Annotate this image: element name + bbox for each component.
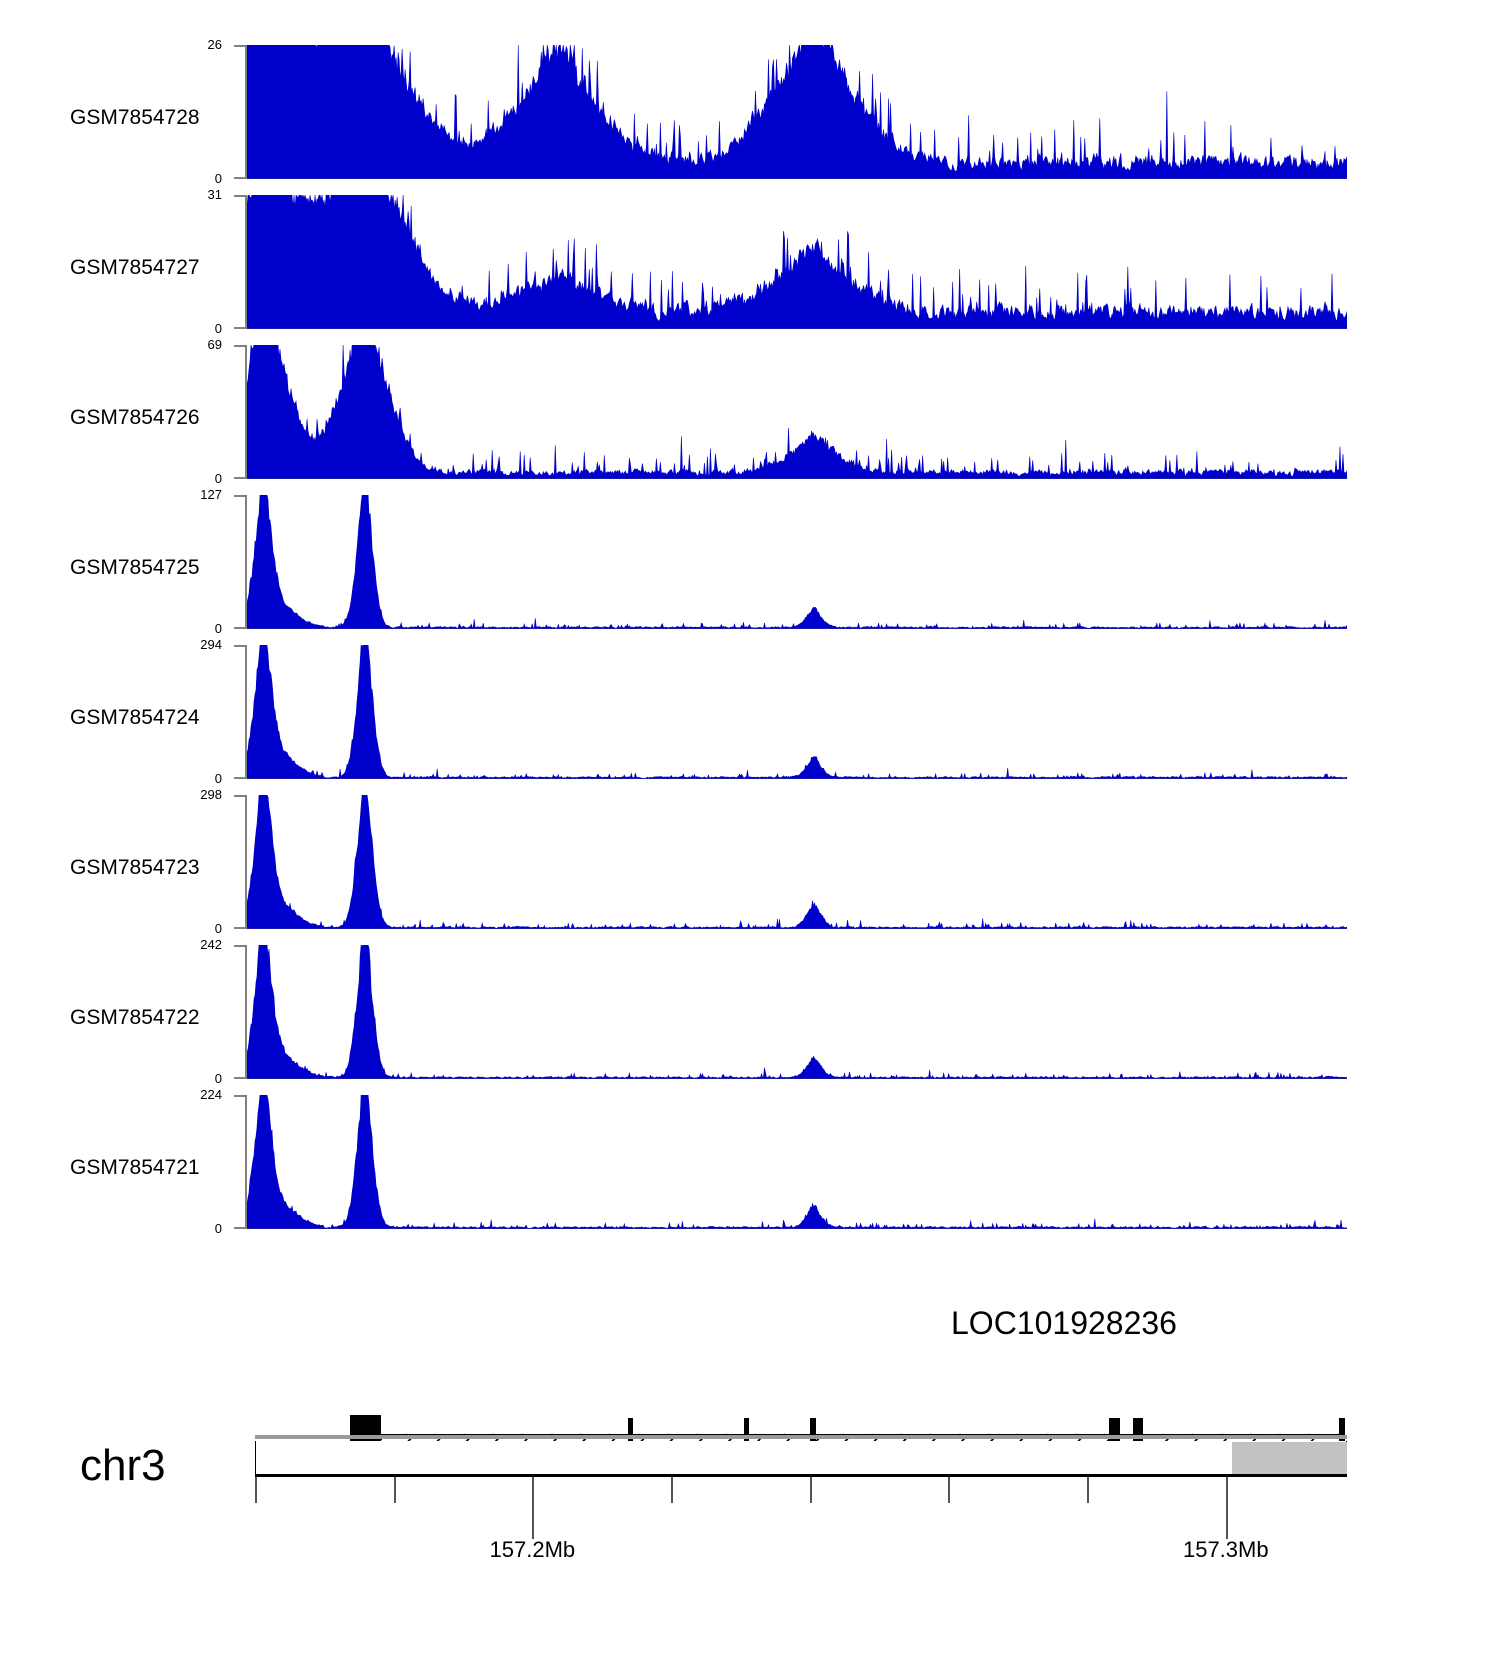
ruler-tick <box>809 1477 812 1503</box>
axis-min-label: 0 <box>214 171 222 186</box>
ideogram-top-line <box>255 1435 1347 1439</box>
y-axis-line <box>245 795 247 929</box>
ruler-tick <box>255 1477 257 1503</box>
chromosome-ruler-panel: chr3 157.2Mb 157.3Mb <box>0 1435 1500 1625</box>
ruler-tick <box>393 1477 396 1503</box>
axis-min-label: 0 <box>214 1221 222 1236</box>
y-axis-line <box>245 495 247 629</box>
coverage-track[interactable]: GSM7854725 127 0 <box>0 487 1500 645</box>
y-axis-tick-max <box>234 1095 245 1097</box>
y-axis-line <box>245 1095 247 1229</box>
coverage-plot-area[interactable] <box>247 495 1347 629</box>
track-baseline <box>247 1228 1347 1229</box>
coverage-plot-area[interactable] <box>247 945 1347 1079</box>
axis-min-label: 0 <box>214 771 222 786</box>
y-axis-line <box>245 45 247 179</box>
y-axis-line <box>245 645 247 779</box>
axis-min-label: 0 <box>214 621 222 636</box>
y-axis-line <box>245 345 247 479</box>
coverage-track[interactable]: GSM7854722 242 0 <box>0 937 1500 1095</box>
axis-max-label: 69 <box>207 337 222 352</box>
y-axis-tick-min <box>234 1227 245 1229</box>
y-axis-tick-max <box>234 945 245 947</box>
track-baseline <box>247 1078 1347 1079</box>
track-label-gsm7854727: GSM7854727 <box>70 256 200 279</box>
y-axis-tick-min <box>234 627 245 629</box>
y-axis-tick-max <box>234 645 245 647</box>
track-label-gsm7854724: GSM7854724 <box>70 706 200 729</box>
coverage-plot-area[interactable] <box>247 345 1347 479</box>
coverage-plot-area[interactable] <box>247 1095 1347 1229</box>
gene-name-label: LOC101928236 <box>951 1305 1177 1341</box>
y-axis-tick-max <box>234 345 245 347</box>
y-axis-tick-min <box>234 177 245 179</box>
track-label-gsm7854723: GSM7854723 <box>70 856 200 879</box>
coverage-plot-area[interactable] <box>247 195 1347 329</box>
y-axis-tick-min <box>234 477 245 479</box>
axis-max-label: 294 <box>200 637 222 652</box>
y-axis-tick-max <box>234 795 245 797</box>
track-baseline <box>247 478 1347 479</box>
axis-max-label: 26 <box>207 37 222 52</box>
track-baseline <box>247 178 1347 179</box>
track-baseline <box>247 328 1347 329</box>
ideogram-box[interactable] <box>255 1441 1347 1475</box>
track-label-gsm7854726: GSM7854726 <box>70 406 200 429</box>
y-axis-line <box>245 195 247 329</box>
ruler-tick <box>532 1477 535 1539</box>
axis-max-label: 224 <box>200 1087 222 1102</box>
y-axis-tick-min <box>234 927 245 929</box>
ruler-tick <box>1225 1477 1228 1539</box>
coverage-track[interactable]: GSM7854721 224 0 <box>0 1087 1500 1245</box>
axis-min-label: 0 <box>214 471 222 486</box>
track-baseline <box>247 928 1347 929</box>
coverage-track[interactable]: GSM7854726 69 0 <box>0 337 1500 495</box>
ruler-tick <box>948 1477 951 1503</box>
axis-min-label: 0 <box>214 1071 222 1086</box>
track-baseline <box>247 628 1347 629</box>
coverage-plot-area[interactable] <box>247 45 1347 179</box>
coverage-plot-area[interactable] <box>247 795 1347 929</box>
axis-max-label: 298 <box>200 787 222 802</box>
axis-min-label: 0 <box>214 321 222 336</box>
y-axis-tick-min <box>234 1077 245 1079</box>
ruler-tick <box>671 1477 674 1503</box>
gene-annotation-panel: LOC101928236 ›››››››››››››››››››››››››››… <box>0 1245 1500 1465</box>
chromosome-label: chr3 <box>80 1441 166 1490</box>
coverage-plot-area[interactable] <box>247 645 1347 779</box>
axis-max-label: 31 <box>207 187 222 202</box>
cytoband-shaded-region <box>1232 1442 1347 1474</box>
y-axis-tick-max <box>234 195 245 197</box>
track-label-gsm7854728: GSM7854728 <box>70 106 200 129</box>
y-axis-tick-max <box>234 495 245 497</box>
coverage-track[interactable]: GSM7854727 31 0 <box>0 187 1500 345</box>
axis-max-label: 242 <box>200 937 222 952</box>
coverage-track[interactable]: GSM7854728 26 0 <box>0 37 1500 195</box>
ruler-tick <box>1087 1477 1090 1503</box>
axis-min-label: 0 <box>214 921 222 936</box>
track-baseline <box>247 778 1347 779</box>
coverage-track[interactable]: GSM7854724 294 0 <box>0 637 1500 795</box>
y-axis-tick-min <box>234 777 245 779</box>
y-axis-tick-max <box>234 45 245 47</box>
coordinate-ruler[interactable]: 157.2Mb 157.3Mb <box>255 1475 1347 1585</box>
y-axis-tick-min <box>234 327 245 329</box>
coverage-track[interactable]: GSM7854723 298 0 <box>0 787 1500 945</box>
track-label-gsm7854725: GSM7854725 <box>70 556 200 579</box>
y-axis-line <box>245 945 247 1079</box>
ruler-tick-label: 157.3Mb <box>1182 1537 1269 1562</box>
ruler-tick-label: 157.2Mb <box>489 1537 576 1562</box>
track-label-gsm7854721: GSM7854721 <box>70 1156 200 1179</box>
ideogram[interactable] <box>255 1435 1347 1481</box>
ruler-baseline <box>255 1475 1347 1477</box>
track-label-gsm7854722: GSM7854722 <box>70 1006 200 1029</box>
axis-max-label: 127 <box>200 487 222 502</box>
